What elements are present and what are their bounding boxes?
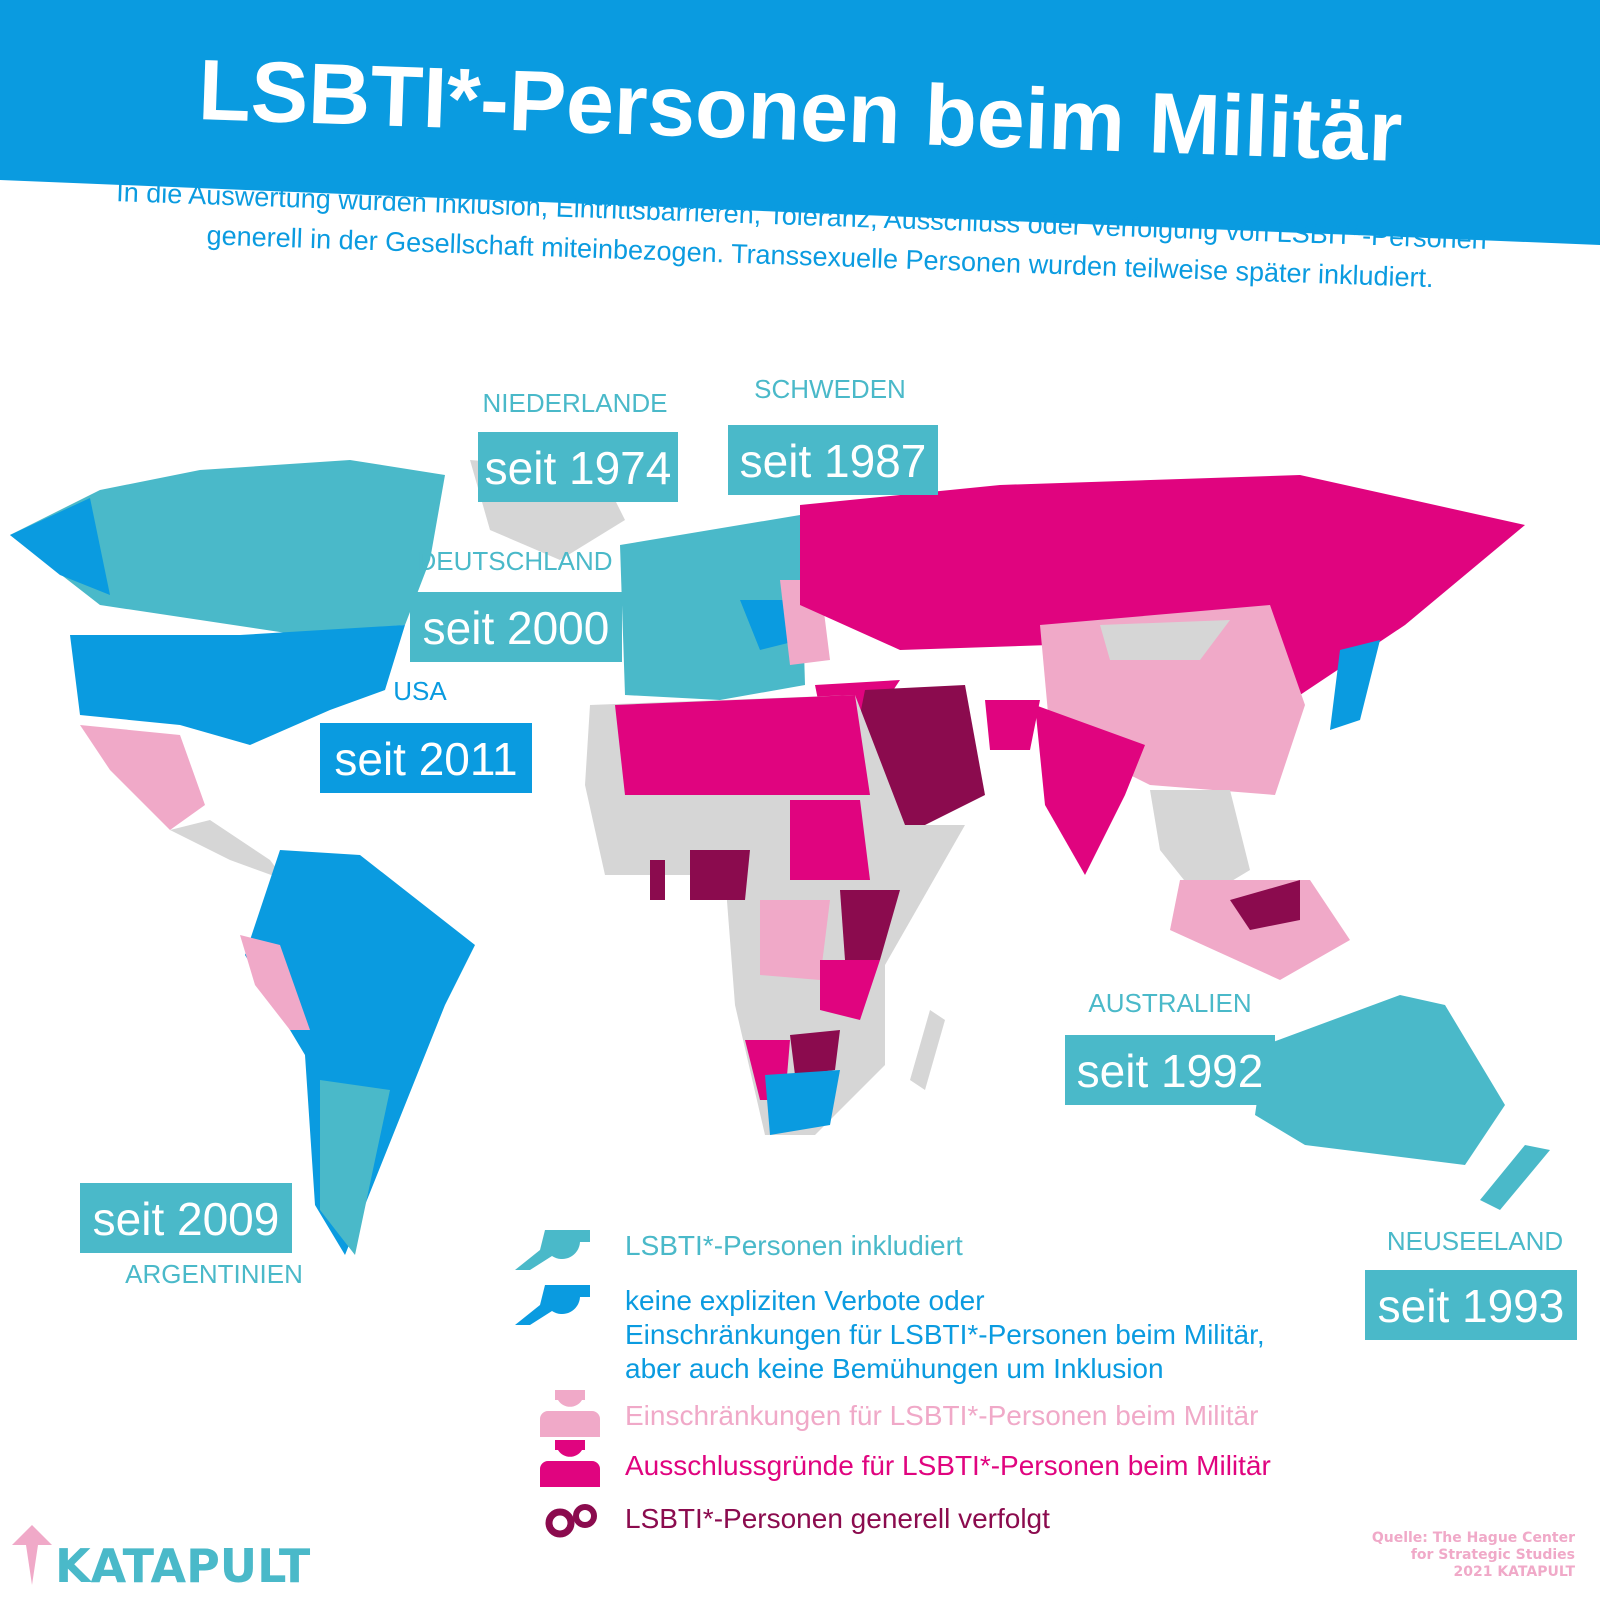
legend-icon	[515, 1230, 590, 1270]
brand-icon	[12, 1525, 52, 1585]
legend-text: Einschränkungen für LSBTI*-Personen beim…	[625, 1400, 1258, 1431]
callout-country: USA	[393, 676, 447, 706]
legend-text: LSBTI*-Personen generell verfolgt	[625, 1503, 1050, 1534]
legend-icon	[540, 1440, 600, 1487]
callout-year: seit 2009	[93, 1193, 280, 1245]
callout-year: seit 1974	[485, 442, 672, 494]
legend-icon	[540, 1390, 600, 1437]
callout-country: NIEDERLANDE	[483, 388, 668, 418]
callout-box	[1365, 1270, 1577, 1340]
header-banner	[0, 0, 1600, 245]
callout-box	[1065, 1035, 1275, 1105]
callout-country: NEUSEELAND	[1387, 1226, 1563, 1256]
callout-box	[728, 425, 938, 495]
callout-box	[80, 1183, 292, 1253]
callout-box	[320, 723, 532, 793]
callout-year: seit 1992	[1077, 1045, 1264, 1097]
source-line: Quelle: The Hague Center	[1372, 1530, 1575, 1546]
legend-text: Einschränkungen für LSBTI*-Personen beim…	[625, 1319, 1265, 1350]
source-line: 2021 KATAPULT	[1453, 1564, 1575, 1580]
callout-year: seit 1987	[740, 435, 927, 487]
callout-country: AUSTRALIEN	[1088, 988, 1251, 1018]
legend-icon	[545, 1508, 575, 1538]
legend-icon	[515, 1285, 590, 1325]
legend-text: LSBTI*-Personen inkludiert	[625, 1230, 963, 1261]
callout-country: DEUTSCHLAND	[417, 546, 612, 576]
legend-text: aber auch keine Bemühungen um Inklusion	[625, 1353, 1164, 1384]
brand: KATAPULT	[55, 1539, 311, 1593]
legend-text: keine expliziten Verbote oder	[625, 1285, 985, 1316]
callout-year: seit 1993	[1378, 1280, 1565, 1332]
legend-text: Ausschlussgründe für LSBTI*-Personen bei…	[625, 1450, 1271, 1481]
callout-box	[410, 592, 622, 662]
callout-year: seit 2000	[423, 602, 610, 654]
world-map	[10, 460, 1550, 1255]
callout-year: seit 2011	[334, 733, 517, 785]
callout-country: SCHWEDEN	[754, 374, 906, 404]
source-line: for Strategic Studies	[1411, 1547, 1575, 1563]
callout-box	[478, 432, 678, 502]
callout-country: ARGENTINIEN	[125, 1259, 303, 1289]
legend-icon	[573, 1504, 597, 1528]
